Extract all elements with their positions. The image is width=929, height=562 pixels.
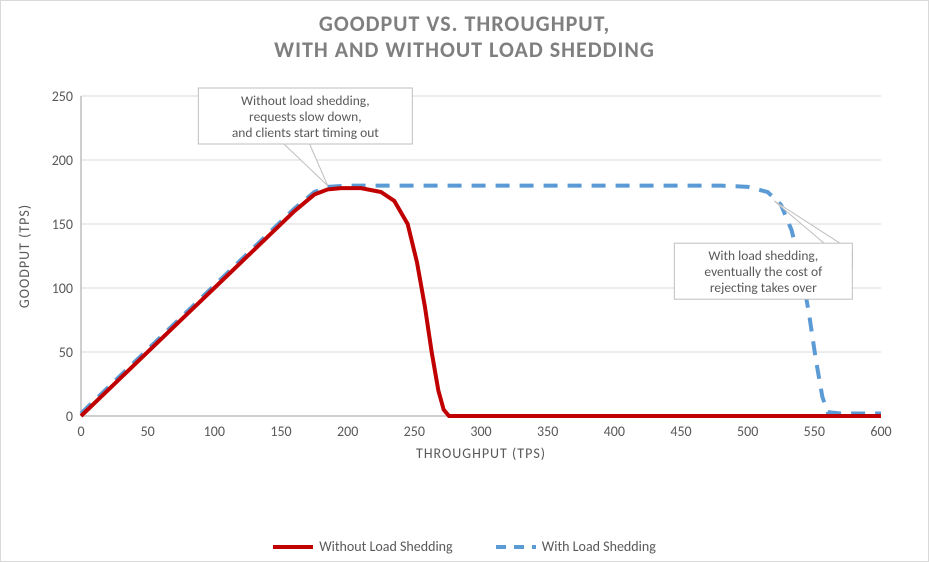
svg-text:350: 350 <box>537 423 558 440</box>
legend-swatch-with <box>496 545 536 549</box>
plot-area: Without load shedding,requests slow down… <box>61 91 891 461</box>
svg-text:150: 150 <box>270 423 291 440</box>
svg-text:100: 100 <box>52 280 73 297</box>
svg-text:50: 50 <box>141 423 155 440</box>
svg-text:400: 400 <box>604 423 625 440</box>
chart-title-line2: WITH AND WITHOUT LOAD SHEDDING <box>1 37 928 63</box>
chart-title: GOODPUT VS. THROUGHPUT, WITH AND WITHOUT… <box>1 1 928 64</box>
svg-text:600: 600 <box>870 423 891 440</box>
svg-text:rejecting takes over: rejecting takes over <box>710 279 817 296</box>
chart-container: GOODPUT VS. THROUGHPUT, WITH AND WITHOUT… <box>0 0 929 562</box>
svg-text:With load shedding,: With load shedding, <box>708 247 818 264</box>
chart-title-line1: GOODPUT VS. THROUGHPUT, <box>1 11 928 37</box>
y-axis-title: GOODPUT (TPS) <box>16 204 33 308</box>
svg-text:50: 50 <box>59 344 73 361</box>
svg-text:and clients start timing out: and clients start timing out <box>232 124 379 141</box>
svg-text:Without load shedding,: Without load shedding, <box>241 92 370 109</box>
svg-text:eventually the cost of: eventually the cost of <box>704 263 823 280</box>
svg-text:500: 500 <box>737 423 758 440</box>
svg-text:250: 250 <box>404 423 425 440</box>
callouts: Without load shedding,requests slow down… <box>198 88 852 299</box>
svg-text:250: 250 <box>52 88 73 105</box>
legend-label-with: With Load Shedding <box>542 538 656 555</box>
svg-text:requests slow down,: requests slow down, <box>249 108 362 125</box>
svg-text:300: 300 <box>470 423 491 440</box>
svg-text:200: 200 <box>337 423 358 440</box>
svg-text:150: 150 <box>52 216 73 233</box>
svg-text:100: 100 <box>204 423 225 440</box>
legend-item-without: Without Load Shedding <box>273 538 452 555</box>
svg-text:550: 550 <box>804 423 825 440</box>
legend-item-with: With Load Shedding <box>496 538 656 555</box>
svg-text:450: 450 <box>670 423 691 440</box>
legend-label-without: Without Load Shedding <box>319 538 452 555</box>
legend: Without Load Shedding With Load Shedding <box>1 536 928 556</box>
svg-text:0: 0 <box>66 408 73 425</box>
legend-swatch-without <box>273 545 313 549</box>
series-group <box>81 186 881 416</box>
chart-svg: Without load shedding,requests slow down… <box>61 91 891 461</box>
x-axis-title: THROUGHPUT (TPS) <box>416 445 546 462</box>
svg-text:0: 0 <box>77 423 84 440</box>
svg-text:200: 200 <box>52 152 73 169</box>
